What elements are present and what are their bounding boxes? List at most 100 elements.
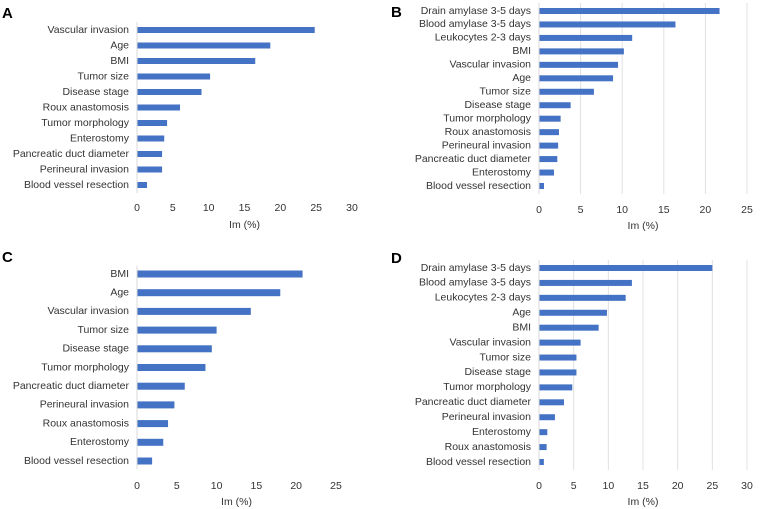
category-label: Age <box>110 286 129 298</box>
bar-drain-amylase-3-5-days <box>539 8 720 14</box>
bar-tumor-morphology <box>137 364 206 371</box>
bar-age <box>137 42 271 49</box>
bar-pancreatic-duct-diameter <box>539 399 564 406</box>
x-tick-label: 20 <box>700 204 712 216</box>
category-label: Tumor morphology <box>443 112 531 124</box>
bar-tumor-size <box>137 326 217 334</box>
bar-tumor-size <box>137 73 211 80</box>
x-tick-label: 0 <box>536 480 542 492</box>
category-label: Enterostomy <box>70 132 130 144</box>
bar-bmi <box>539 48 624 55</box>
x-tick-label: 10 <box>211 480 223 492</box>
category-label: Perineural invasion <box>442 139 531 151</box>
bar-leukocytes-2-3-days <box>539 34 633 41</box>
category-label: Drain amylase 3-5 days <box>421 5 531 17</box>
category-label: Vascular invasion <box>47 305 129 317</box>
bar-bmi <box>539 324 599 331</box>
x-tick-label: 0 <box>134 202 140 214</box>
category-label: Tumor size <box>479 86 531 98</box>
category-label: Age <box>110 39 129 51</box>
bar-disease-stage <box>137 345 212 353</box>
panel-label: B <box>391 4 402 21</box>
chart-panel-d: D Drain amylase 3-5 days Blood amylase 3-5… <box>391 250 753 508</box>
category-label: Tumor size <box>77 70 129 82</box>
category-label: Blood vessel resection <box>426 456 531 468</box>
bar-roux-anastomosis <box>539 444 547 451</box>
x-axis-label: Im (%) <box>229 219 260 231</box>
chart-panel-a: A Vascular invasion Age BMI Tumor size Diseas… <box>2 5 358 231</box>
x-axis-label: Im (%) <box>628 496 659 508</box>
category-label: Disease stage <box>62 86 129 98</box>
bar-age <box>539 75 614 82</box>
bar-tumor-morphology <box>539 384 573 391</box>
x-tick-label: 5 <box>571 480 577 492</box>
x-tick-label: 20 <box>290 480 302 492</box>
x-tick-label: 30 <box>346 202 358 214</box>
category-label: Age <box>512 72 531 84</box>
category-label: Blood vessel resection <box>24 179 129 191</box>
x-tick-label: 25 <box>310 202 322 214</box>
category-label: Pancreatic duct diameter <box>415 396 532 408</box>
category-label: BMI <box>110 268 129 280</box>
bar-vascular-invasion <box>137 307 251 315</box>
category-label: Perineural invasion <box>40 163 129 175</box>
bar-blood-amylase-3-5-days <box>539 21 676 28</box>
category-label: Vascular invasion <box>449 59 531 71</box>
bar-blood-amylase-3-5-days <box>539 279 632 286</box>
x-tick-label: 0 <box>536 204 542 216</box>
category-label: Pancreatic duct diameter <box>415 153 532 165</box>
bar-tumor-morphology <box>539 115 561 122</box>
bar-perineural-invasion <box>137 401 175 409</box>
bar-disease-stage <box>539 369 577 376</box>
bar-enterostomy <box>539 429 548 436</box>
bar-pancreatic-duct-diameter <box>137 151 163 157</box>
category-label: BMI <box>512 321 531 333</box>
category-label: Tumor morphology <box>41 117 129 129</box>
bar-disease-stage <box>539 102 571 109</box>
bar-roux-anastomosis <box>539 129 559 136</box>
bar-bmi <box>137 58 256 64</box>
category-label: Tumor size <box>479 351 531 363</box>
category-label: Blood amylase 3-5 days <box>419 277 531 289</box>
bar-blood-vessel-resection <box>137 182 148 188</box>
x-tick-label: 20 <box>672 480 684 492</box>
bar-vascular-invasion <box>137 27 315 33</box>
category-label: BMI <box>512 45 531 57</box>
chart-panel-c: C BMI Age Vascular invasion Tumor size Diseas… <box>2 249 342 508</box>
panel-label: D <box>391 250 402 267</box>
bar-pancreatic-duct-diameter <box>137 382 185 390</box>
bar-disease-stage <box>137 89 202 95</box>
category-label: Leukocytes 2-3 days <box>435 32 531 44</box>
bar-drain-amylase-3-5-days <box>539 265 713 271</box>
category-label: Tumor size <box>77 324 129 336</box>
category-label: Roux anastomosis <box>445 441 531 453</box>
x-tick-label: 15 <box>658 204 670 216</box>
category-label: Enterostomy <box>472 166 532 178</box>
bar-tumor-size <box>539 354 577 361</box>
category-label: Perineural invasion <box>442 411 531 423</box>
category-label: BMI <box>110 55 129 67</box>
bar-roux-anastomosis <box>137 104 180 111</box>
category-label: Drain amylase 3-5 days <box>421 262 531 274</box>
bar-enterostomy <box>137 135 165 142</box>
category-label: Vascular invasion <box>449 336 531 348</box>
category-label: Tumor morphology <box>443 381 531 393</box>
bar-age <box>539 309 607 316</box>
panel-label: C <box>2 249 13 266</box>
bar-perineural-invasion <box>137 166 163 173</box>
x-tick-label: 15 <box>239 202 251 214</box>
x-tick-label: 25 <box>330 480 342 492</box>
bar-pancreatic-duct-diameter <box>539 156 558 163</box>
category-label: Pancreatic duct diameter <box>13 380 130 392</box>
bar-tumor-size <box>539 88 594 95</box>
category-label: Perineural invasion <box>40 399 129 411</box>
bar-roux-anastomosis <box>137 420 169 428</box>
bar-tumor-morphology <box>137 120 168 126</box>
category-label: Leukocytes 2-3 days <box>435 292 531 304</box>
bar-perineural-invasion <box>539 142 559 149</box>
bar-leukocytes-2-3-days <box>539 294 626 301</box>
bar-blood-vessel-resection <box>137 457 153 465</box>
bar-enterostomy <box>137 438 164 446</box>
